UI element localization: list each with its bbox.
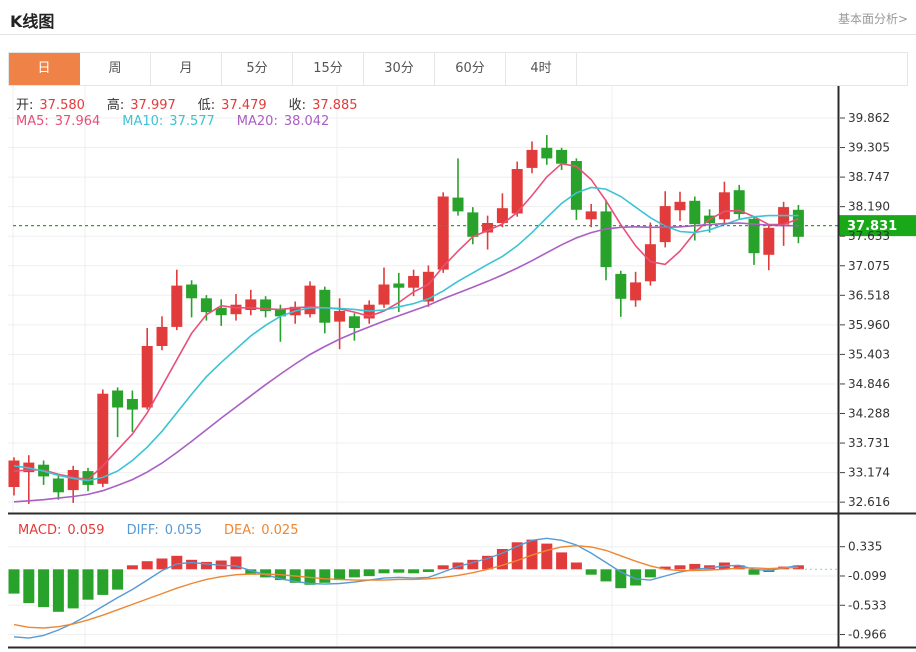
- svg-text:-0.099: -0.099: [848, 569, 887, 583]
- tab-interval-6[interactable]: 60分: [435, 53, 506, 85]
- ohlc-row-item-0: 开: 37.580: [16, 98, 85, 113]
- tab-interval-4[interactable]: 15分: [293, 53, 364, 85]
- svg-text:33.731: 33.731: [848, 436, 890, 450]
- macd-dea-line: [13, 544, 799, 629]
- ohlc-row-item-2: 低: 37.479: [197, 98, 267, 113]
- ma-row-item-1: MA10: 37.577: [122, 114, 215, 129]
- svg-text:39.862: 39.862: [848, 111, 890, 125]
- interval-tab-bar: 日周月 5分 15分 30分 60分 4时: [8, 52, 908, 86]
- svg-text:39.305: 39.305: [848, 141, 890, 155]
- svg-text:38.190: 38.190: [848, 200, 890, 214]
- ma-line: [13, 162, 799, 481]
- page-title: K线图: [10, 12, 55, 31]
- tab-interval-3[interactable]: 5分: [222, 53, 293, 85]
- svg-text:35.403: 35.403: [848, 347, 890, 361]
- svg-text:33.174: 33.174: [848, 466, 890, 480]
- svg-text:32.616: 32.616: [848, 495, 890, 509]
- ma-line: [13, 222, 799, 503]
- tab-interval-0[interactable]: 日: [9, 53, 80, 85]
- svg-text:38.747: 38.747: [848, 170, 890, 184]
- macd-diff-line: [13, 537, 799, 639]
- tab-interval-7[interactable]: 4时: [506, 53, 577, 85]
- ohlc-row-item-1: 高: 37.997: [106, 98, 176, 113]
- svg-text:-0.966: -0.966: [848, 628, 887, 642]
- svg-text:34.846: 34.846: [848, 377, 890, 391]
- macd-row-item-1: DIFF: 0.055: [126, 523, 202, 538]
- macd-readout: MACD: 0.059 DIFF: 0.055 DEA: 0.025: [18, 523, 320, 538]
- macd-row-item-2: DEA: 0.025: [223, 523, 299, 538]
- header-divider: [0, 34, 916, 35]
- svg-text:0.335: 0.335: [848, 540, 882, 554]
- ma-line: [13, 186, 799, 482]
- fundamental-analysis-link[interactable]: 基本面分析>: [837, 12, 908, 26]
- candles-group: [8, 135, 804, 504]
- svg-text:37.633: 37.633: [848, 229, 890, 243]
- ma-row-item-0: MA5: 37.964: [16, 114, 101, 129]
- tab-interval-5[interactable]: 30分: [364, 53, 435, 85]
- macd-axis-labels: 0.335 -0.099 -0.533 -0.966: [840, 540, 887, 642]
- ma-row-item-2: MA20: 38.042: [236, 114, 330, 129]
- svg-text:37.075: 37.075: [848, 259, 890, 273]
- ohlc-row-item-3: 收: 37.885: [288, 98, 358, 113]
- macd-row-item-0: MACD: 0.059: [18, 523, 105, 538]
- tab-interval-1[interactable]: 周: [80, 53, 151, 85]
- ma-readout: MA5: 37.964 MA10: 37.577 MA20: 38.042: [16, 114, 351, 129]
- svg-text:34.288: 34.288: [848, 407, 890, 421]
- last-price-badge: 37.831: [839, 215, 916, 237]
- tab-interval-2[interactable]: 月: [151, 53, 222, 85]
- svg-text:35.960: 35.960: [848, 318, 890, 332]
- ohlc-readout: 开: 37.580 高: 37.997 低: 37.479 收: 37.885: [16, 94, 380, 113]
- svg-text:36.518: 36.518: [848, 288, 890, 302]
- svg-text:37.831: 37.831: [847, 219, 897, 234]
- svg-text:-0.533: -0.533: [848, 598, 887, 612]
- price-axis-labels: 39.862 39.305 38.747 38.190 37.633 37.075 36.5…: [840, 111, 890, 509]
